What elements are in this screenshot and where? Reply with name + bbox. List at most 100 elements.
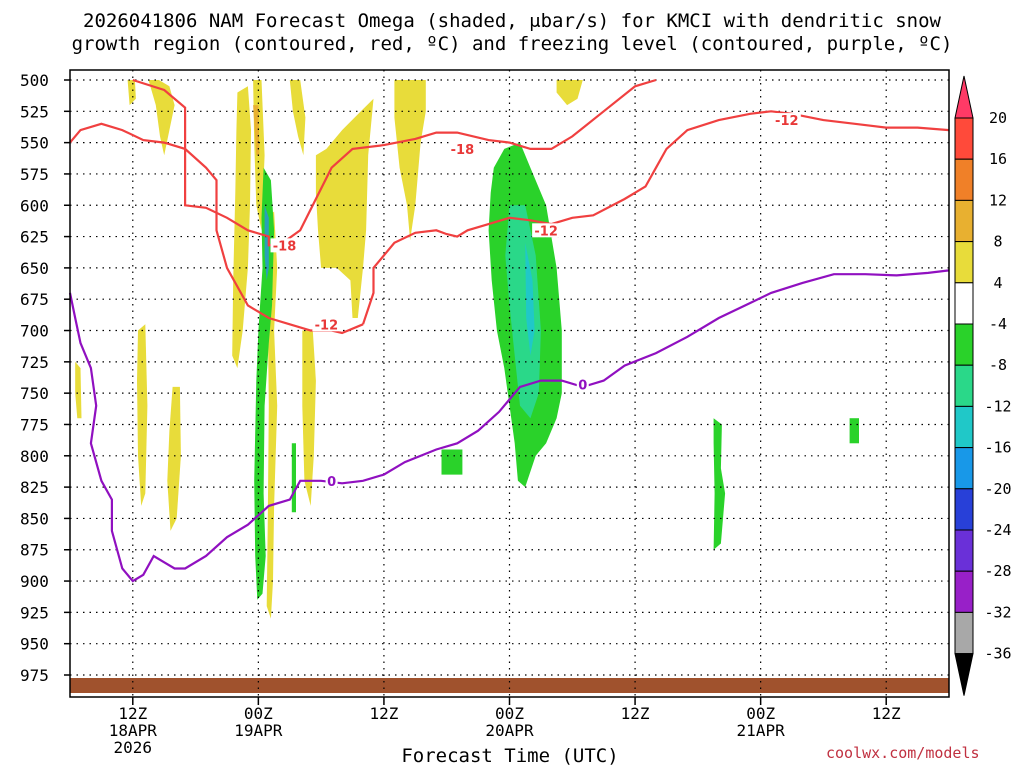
contour-label-bg-0 xyxy=(270,238,299,253)
credit-link[interactable]: coolwx.com/models xyxy=(826,744,980,762)
colorbar-bin-9 xyxy=(954,447,974,490)
contour-label-1: -12 xyxy=(315,318,339,333)
omega-region-8 xyxy=(302,330,316,506)
colorbar-label-6: -8 xyxy=(989,356,1007,374)
colorbar-bin-1 xyxy=(954,117,974,160)
colorbar-bin-10 xyxy=(954,488,974,531)
omega-region-14 xyxy=(254,167,275,600)
y-tick-label-950: 950 xyxy=(20,635,49,654)
y-tick-label-600: 600 xyxy=(20,196,49,215)
contour-label-5: 0 xyxy=(327,475,336,490)
colorbar-label-10: -24 xyxy=(984,521,1011,539)
y-tick-label-925: 925 xyxy=(20,603,49,622)
x-tick-label-6-1: 12Z xyxy=(118,704,147,723)
contour-label-2: -18 xyxy=(451,143,475,158)
contour-label-bg-6 xyxy=(576,377,589,392)
y-tick-label-725: 725 xyxy=(20,353,49,372)
omega-region-0 xyxy=(127,80,136,106)
y-tick-label-650: 650 xyxy=(20,259,49,278)
colorbar-label-12: -32 xyxy=(984,603,1011,621)
x-tick-label-6-2: 18APR xyxy=(109,721,158,740)
grid xyxy=(70,70,949,697)
colorbar: 20 16 12 8 4 -4 -8 -12 -16 -20 -24 -28 -32 -36 xyxy=(954,75,1012,696)
x-tick-label-42-1: 00Z xyxy=(495,704,524,723)
colorbar-top-arrow xyxy=(954,75,974,119)
contour-line-3 xyxy=(68,269,950,583)
y-tick-label-825: 825 xyxy=(20,478,49,497)
omega-region-22 xyxy=(291,443,296,513)
ground-strip xyxy=(70,678,949,693)
y-tick-label-625: 625 xyxy=(20,228,49,247)
colorbar-label-5: -4 xyxy=(989,315,1007,333)
y-tick-label-575: 575 xyxy=(20,165,49,184)
omega-shading xyxy=(75,80,859,619)
x-tick-label-66-2: 21APR xyxy=(737,721,786,740)
x-tick-label-66-1: 00Z xyxy=(746,704,775,723)
contour-label-bg-5 xyxy=(325,473,338,488)
y-tick-label-875: 875 xyxy=(20,541,49,560)
colorbar-bin-12 xyxy=(954,570,974,613)
contour-label-0: -18 xyxy=(273,239,297,254)
y-tick-label-550: 550 xyxy=(20,134,49,153)
omega-region-19 xyxy=(441,449,463,475)
y-tick-label-800: 800 xyxy=(20,447,49,466)
omega-region-10 xyxy=(167,386,181,531)
colorbar-bin-5 xyxy=(954,282,974,325)
omega-region-7 xyxy=(556,80,583,106)
y-tick-label-750: 750 xyxy=(20,384,49,403)
chart-title-line2: growth region (contoured, red, ºC) and f… xyxy=(71,33,953,55)
x-tick-label-30-1: 12Z xyxy=(369,704,398,723)
y-tick-label-675: 675 xyxy=(20,290,49,309)
y-tick-label-700: 700 xyxy=(20,322,49,341)
x-tick-label-18-1: 00Z xyxy=(244,704,273,723)
omega-region-18 xyxy=(525,242,535,356)
colorbar-bin-11 xyxy=(954,529,974,572)
colorbar-bin-3 xyxy=(954,199,974,243)
omega-region-20 xyxy=(713,418,726,550)
contour-label-bg-3 xyxy=(532,223,561,238)
colorbar-label-9: -20 xyxy=(984,480,1011,498)
x-tick-label-78-1: 12Z xyxy=(872,704,901,723)
omega-region-17 xyxy=(505,205,541,419)
y-tick-label-850: 850 xyxy=(20,509,49,528)
colorbar-label-7: -12 xyxy=(984,397,1011,415)
colorbar-label-3: 8 xyxy=(993,233,1002,251)
colorbar-label-4: 4 xyxy=(993,274,1002,292)
y-tick-label-775: 775 xyxy=(20,415,49,434)
colorbar-bottom-arrow xyxy=(954,653,974,696)
contour-line-1 xyxy=(132,78,657,247)
y-tick-label-500: 500 xyxy=(20,71,49,90)
contour-label-bg-1 xyxy=(312,317,341,332)
colorbar-label-1: 16 xyxy=(989,150,1007,168)
y-tick-label-975: 975 xyxy=(20,666,49,685)
contour-label-4: -12 xyxy=(775,114,799,129)
colorbar-bin-8 xyxy=(954,405,974,449)
contour-label-3: -12 xyxy=(534,224,558,239)
omega-region-1 xyxy=(148,80,175,156)
contour-label-bg-2 xyxy=(448,141,477,156)
omega-region-6 xyxy=(394,80,426,241)
omega-region-11 xyxy=(75,361,82,419)
contour-label-6: 0 xyxy=(578,378,587,393)
x-tick-label-42-2: 20APR xyxy=(485,721,534,740)
colorbar-label-13: -36 xyxy=(984,645,1011,663)
omega-region-4 xyxy=(289,80,306,156)
chart-title-line1: 2026041806 NAM Forecast Omega (shaded, μ… xyxy=(83,10,941,32)
x-tick-label-54-1: 12Z xyxy=(621,704,650,723)
omega-region-5 xyxy=(315,98,374,318)
y-tick-label-525: 525 xyxy=(20,102,49,121)
omega-region-15 xyxy=(264,205,269,281)
colorbar-bin-2 xyxy=(954,158,974,201)
colorbar-bin-4 xyxy=(954,241,974,284)
colorbar-label-2: 12 xyxy=(989,191,1007,209)
x-tick-label-18-2: 19APR xyxy=(234,721,283,740)
contour-label-bg-4 xyxy=(772,113,801,128)
colorbar-label-0: 20 xyxy=(989,109,1007,127)
omega-region-9 xyxy=(137,324,148,506)
colorbar-bin-6 xyxy=(954,323,974,366)
colorbar-bin-7 xyxy=(954,364,974,407)
x-tick-label-6-3: 2026 xyxy=(114,738,153,757)
omega-region-21 xyxy=(849,418,859,444)
colorbar-label-11: -28 xyxy=(984,562,1011,580)
